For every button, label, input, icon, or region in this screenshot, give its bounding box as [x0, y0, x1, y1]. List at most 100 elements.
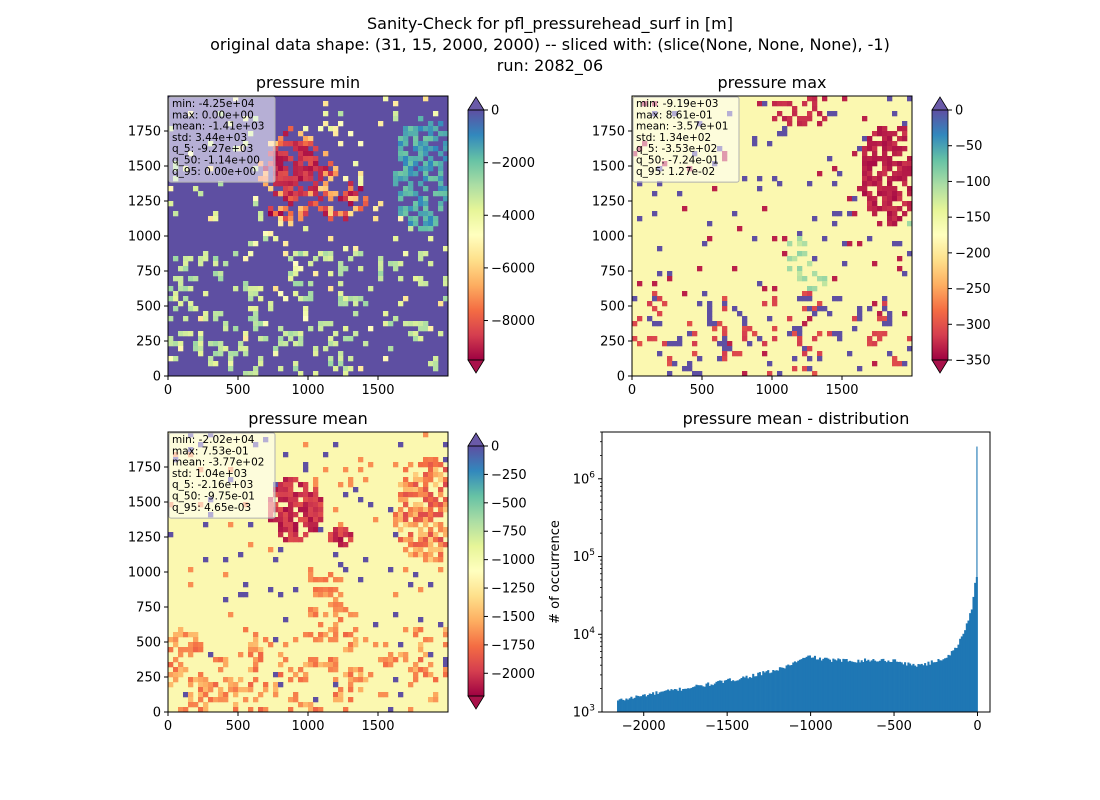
- pressure-mean-distribution-bar: [658, 692, 661, 712]
- figure-title-line-1: Sanity-Check for pfl_pressurehead_surf i…: [367, 14, 733, 34]
- pressure-mean-distribution-bar: [672, 690, 675, 712]
- pressure-mean-ytick-label: 0: [153, 706, 161, 721]
- pressure-mean-distribution-bar: [785, 665, 788, 712]
- pressure-mean-distribution-bar: [750, 677, 753, 712]
- pressure-mean-distribution-bar: [870, 660, 873, 712]
- pressure-mean-distribution-bar: [718, 680, 721, 712]
- pressure-mean-distribution-bar: [877, 661, 880, 712]
- pressure-mean-distribution-bar: [813, 655, 817, 712]
- pressure-min-stat-line: std: 3.44e+03: [172, 132, 247, 144]
- pressure-mean-distribution-bar: [778, 667, 781, 712]
- pressure-min-colorbar-tick-label: −6000: [491, 261, 535, 276]
- pressure-mean-distribution-bar: [818, 657, 822, 712]
- pressure-mean-distribution-bar: [663, 690, 666, 712]
- pressure-mean-stat-line: mean: -3.77e+02: [172, 457, 264, 469]
- pressure-min-colorbar-tick-label: 0: [491, 104, 499, 119]
- pressure-min-ytick-label: 500: [136, 300, 161, 315]
- pressure-mean-distribution-bar: [862, 661, 865, 712]
- pressure-mean-distribution-bar: [882, 658, 885, 712]
- pressure-max-colorbar-tick-label: −150: [955, 211, 991, 226]
- pressure-mean-distribution-bar: [843, 659, 847, 712]
- pressure-mean-distribution-bar: [742, 676, 745, 712]
- pressure-mean-distribution-bar: [907, 662, 910, 712]
- pressure-mean-colorbar-tick-label: −250: [491, 468, 527, 483]
- pressure-mean-distribution-bar: [860, 660, 863, 712]
- pressure-mean-distribution-bar: [885, 662, 888, 712]
- pressure-mean-colorbar-tick-label: −1750: [491, 638, 535, 653]
- pressure-mean-colorbar-tick-label: −500: [491, 496, 527, 511]
- figure-title-line-2: original data shape: (31, 15, 2000, 2000…: [210, 35, 890, 54]
- pressure-mean-distribution-bar: [710, 684, 713, 712]
- pressure-mean-distribution-bar: [792, 662, 795, 712]
- pressure-mean-distribution-bar: [922, 665, 925, 712]
- pressure-max-stat-line: mean: -3.57e+01: [636, 121, 728, 133]
- pressure-mean-distribution-bar: [828, 659, 832, 712]
- pressure-mean-ytick-label: 750: [136, 601, 161, 616]
- pressure-mean-distribution-bar: [925, 665, 928, 712]
- pressure-mean-ytick-label: 500: [136, 636, 161, 651]
- pressure-mean-distribution-bar: [884, 660, 887, 712]
- pressure-mean-distribution-bar: [812, 657, 815, 712]
- pressure-mean-colorbar-tick-label: −750: [491, 525, 527, 540]
- pressure-mean-distribution-bar: [722, 682, 725, 712]
- pressure-mean-distribution-bar: [653, 694, 656, 712]
- pressure-mean-distribution-bar: [857, 659, 860, 712]
- figure-title-line-3: run: 2082_06: [497, 56, 603, 76]
- pressure-min-panel: pressure min 0 500 1000 1500 0 250 500 750 1000 12…: [128, 73, 535, 398]
- pressure-mean-distribution-bar: [683, 688, 686, 712]
- pressure-mean-distribution-bar: [897, 661, 900, 712]
- pressure-mean-distribution-bar: [735, 680, 738, 712]
- pressure-mean-distribution-bar: [675, 689, 678, 712]
- pressure-max-colorbar-gradient: [932, 110, 948, 360]
- pressure-mean-distribution-bar: [869, 661, 872, 712]
- pressure-max-xtick-label: 1500: [825, 383, 858, 398]
- pressure-mean-distribution-bar: [960, 636, 963, 712]
- pressure-mean-distribution-bar: [823, 657, 827, 712]
- pressure-mean-distribution-bar: [874, 660, 877, 712]
- pressure-mean-distribution-bar: [747, 678, 750, 712]
- pressure-max-stat-line: std: 1.34e+02: [636, 132, 711, 144]
- pressure-mean-distribution-bar: [962, 633, 965, 712]
- pressure-mean-distribution-bar: [650, 693, 653, 712]
- pressure-mean-distribution-bar: [705, 683, 708, 712]
- pressure-mean-distribution-bar: [680, 690, 683, 712]
- pressure-min-colorbar-tick-label: −2000: [491, 156, 535, 171]
- pressure-mean-distribution-bar: [817, 659, 820, 712]
- pressure-mean-distribution-bar: [715, 681, 718, 712]
- pressure-mean-distribution-bar: [625, 698, 628, 712]
- pressure-min-colorbar-extend-over: [467, 96, 485, 111]
- pressure-min-title: pressure min: [256, 73, 360, 92]
- pressure-mean-colorbar-extend-under: [467, 695, 485, 710]
- pressure-mean-distribution-bar: [917, 664, 920, 712]
- pressure-mean-distribution-bar: [845, 659, 848, 712]
- pressure-mean-distribution-bar: [620, 698, 623, 712]
- pressure-mean-distribution-bar: [638, 696, 641, 712]
- pressure-mean-distribution-xtick-label: −500: [876, 719, 912, 734]
- pressure-mean-distribution-bar: [820, 660, 823, 712]
- pressure-mean-distribution-bar: [647, 695, 650, 712]
- pressure-mean-distribution-bar: [838, 659, 842, 712]
- pressure-mean-distribution-bar: [622, 699, 625, 712]
- pressure-mean-distribution-bar: [952, 650, 955, 712]
- pressure-mean-distribution-bar: [740, 678, 743, 712]
- pressure-mean-distribution-ytick-label: 106: [573, 470, 596, 487]
- pressure-mean-colorbar-tick-label: −2000: [491, 667, 535, 682]
- pressure-min-colorbar-tick-label: −8000: [491, 314, 535, 329]
- pressure-mean-distribution-bar: [633, 697, 636, 712]
- pressure-mean-distribution-bar: [944, 658, 947, 712]
- pressure-mean-distribution-bar: [780, 667, 783, 712]
- pressure-mean-distribution-bar: [765, 671, 768, 712]
- pressure-min-colorbar-gradient: [468, 110, 484, 360]
- pressure-mean-distribution-bar: [752, 673, 755, 712]
- pressure-mean-distribution-bar: [848, 660, 852, 712]
- pressure-min-xtick-label: 1500: [361, 383, 394, 398]
- pressure-mean-distribution-bar: [815, 659, 818, 712]
- pressure-mean-distribution-bar: [743, 677, 746, 712]
- pressure-mean-stat-line: q_5: -2.16e+03: [172, 479, 253, 491]
- pressure-mean-distribution-bar: [902, 664, 905, 712]
- pressure-mean-distribution-bar: [955, 647, 958, 712]
- pressure-mean-distribution-bar: [972, 596, 975, 712]
